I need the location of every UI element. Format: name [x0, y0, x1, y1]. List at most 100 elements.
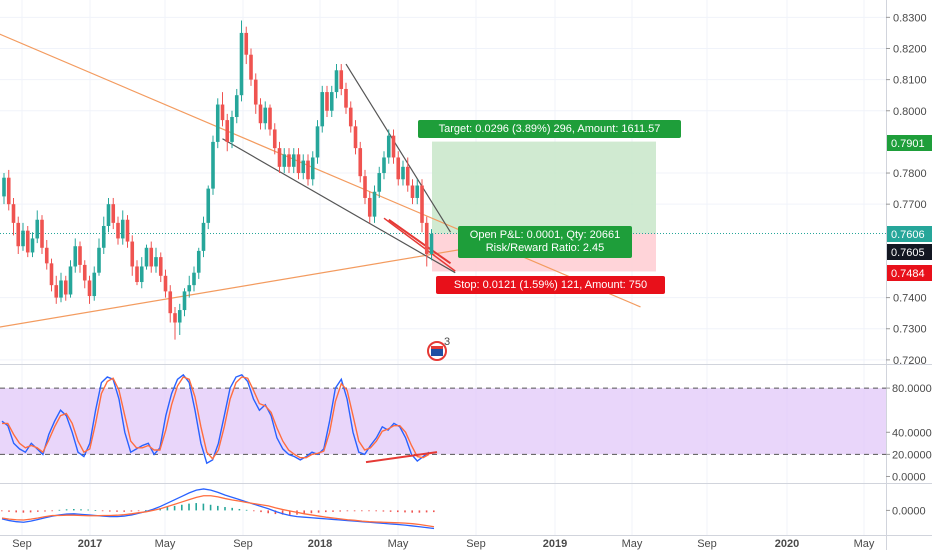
macd-histogram-bar [80, 509, 82, 511]
candle-body [111, 204, 116, 223]
open-pnl-label-text: Open P&L: 0.0001, Qty: 20661 [470, 229, 620, 241]
macd-histogram-bar [238, 509, 241, 511]
axes: 0.8300 0.8200 0.8100 0.8000 0.7800 0.7700 0.74… [12, 12, 932, 550]
time-tick-label: 2017 [78, 538, 102, 550]
candle-body [120, 219, 125, 239]
macd-histogram-bar [209, 504, 212, 511]
candle-body [163, 275, 168, 292]
macd-histogram-bar [145, 510, 147, 511]
candle-body [135, 266, 139, 283]
macd-histogram-bar [389, 510, 392, 512]
candle-body [16, 222, 21, 247]
trendline-wedge-upper [345, 63, 452, 233]
macd-histogram-bar [325, 510, 327, 513]
candle-body [125, 219, 130, 242]
candle-body [59, 280, 63, 298]
candle-body [206, 188, 211, 223]
candle-body [272, 129, 277, 149]
macd-histogram-bar [368, 510, 370, 512]
macd-histogram-bar [44, 510, 46, 512]
stochastic-tick-label: 80.0000 [892, 383, 932, 395]
candle-body [429, 233, 434, 255]
macd-histogram-bar [224, 507, 226, 511]
candle-body [211, 141, 215, 189]
macd-histogram-bar [195, 503, 197, 511]
stop-price-tag-box [887, 265, 932, 281]
candle-body [320, 92, 325, 127]
candle-body [11, 204, 16, 223]
candle-body [225, 120, 230, 142]
candle-body [306, 160, 310, 180]
us-flag-icon-stripe [431, 346, 443, 349]
price-tick-label: 0.8000 [893, 106, 927, 118]
candle-body [196, 250, 201, 273]
candle-body [40, 219, 44, 248]
price-tick-label: 0.7700 [893, 199, 927, 211]
stop-price-tag: 0.7484 [891, 268, 925, 280]
candle-body [215, 104, 220, 142]
time-tick-label: May [622, 538, 643, 550]
stochastic-lines [1, 373, 438, 465]
candle-body [63, 280, 68, 295]
stochastic-tick-label: 40.0000 [892, 427, 932, 439]
candle-body [192, 272, 196, 286]
macd-histogram-bar [260, 510, 262, 513]
stochastic-tick-label: 0.0000 [892, 471, 926, 483]
candle-body [78, 246, 82, 265]
time-tick-label: 2018 [308, 538, 332, 550]
candle-body [301, 160, 306, 174]
candle-body [49, 263, 54, 286]
candle-body [263, 107, 268, 124]
macd-histogram-bar [404, 510, 406, 513]
candle-body [244, 32, 249, 55]
candle-body [382, 157, 386, 174]
macd-histogram-bar [310, 510, 313, 514]
price-tick-label: 0.8100 [893, 75, 927, 87]
candle-body [353, 126, 358, 149]
price-tick-label: 0.7300 [893, 324, 927, 336]
macd-tick-label: 0.0000 [892, 505, 926, 517]
candle-body [73, 246, 78, 267]
macd-histogram-bar [1, 510, 3, 512]
candle-body [296, 154, 301, 174]
macd-histogram-bar [274, 510, 277, 515]
macd-histogram-bar [181, 504, 183, 511]
stochastic-d-line [2, 376, 430, 460]
candle-body [291, 154, 296, 167]
macd-histogram-bar [87, 509, 89, 511]
candle-body [268, 107, 272, 130]
macd-histogram-bar [202, 503, 205, 511]
time-tick-label: May [854, 538, 875, 550]
macd-histogram-bar [51, 510, 53, 512]
macd-histogram-bar [281, 510, 284, 515]
candle-body [201, 222, 206, 251]
candle-body [68, 266, 73, 295]
candle-body [116, 222, 120, 239]
entry-price-tag: 0.7606 [891, 229, 925, 241]
candle-body [282, 154, 287, 167]
event-badge[interactable]: 3 [427, 336, 450, 361]
candle-body [372, 191, 377, 217]
macd-histogram-bar [137, 510, 140, 512]
candle-body [315, 126, 320, 158]
target-price-tag: 0.7901 [891, 138, 925, 150]
macd-histogram-bar [433, 510, 435, 513]
candle-body [87, 280, 92, 297]
trendline-price-divergence-upper [383, 217, 456, 272]
macd-histogram-bar [94, 510, 97, 511]
candle-body [277, 148, 282, 167]
candle-body [35, 219, 40, 239]
position-labels: Target: 0.0296 (3.89%) 296, Amount: 1611… [418, 120, 681, 294]
price-tick-label: 0.7200 [893, 355, 927, 367]
candle-body [168, 291, 173, 314]
macd-histogram-bar [418, 510, 421, 513]
macd-histogram-bar [339, 510, 341, 512]
macd-histogram-bar [15, 510, 17, 513]
macd-histogram-bar [375, 510, 377, 512]
us-flag-icon-stripe [431, 349, 443, 356]
candle-body [106, 204, 111, 226]
last-price-tag: 0.7605 [891, 247, 925, 259]
macd-histogram-bar [245, 509, 248, 511]
candle-body [363, 176, 367, 198]
